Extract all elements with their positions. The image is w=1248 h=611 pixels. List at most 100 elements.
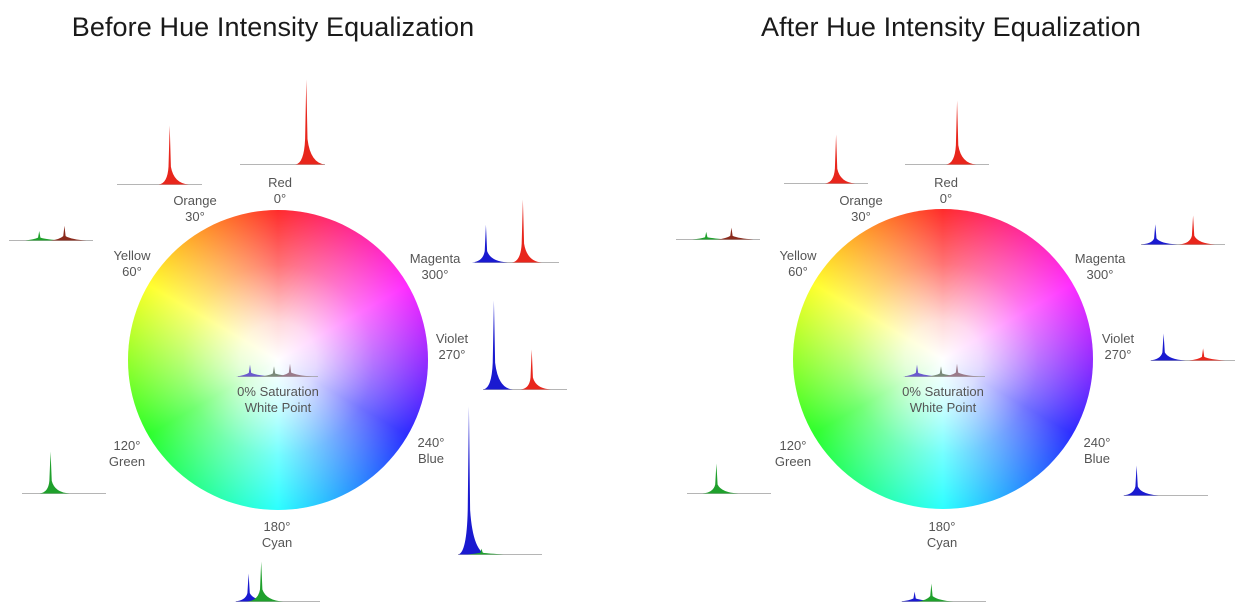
label-angle: 270°: [438, 347, 466, 362]
before-spectrum-yellow: [9, 225, 93, 241]
label-name: Blue: [1083, 451, 1111, 466]
spectrum-peak: [482, 300, 513, 390]
label-angle: 30°: [185, 209, 205, 224]
label-angle: 60°: [122, 264, 142, 279]
label-name: Red: [268, 175, 292, 190]
before-spectrum-cyan: [234, 561, 320, 602]
before-label-yellow: Yellow 60°: [113, 248, 150, 280]
spectrum-peak: [520, 349, 551, 390]
label-name: Magenta: [1074, 251, 1126, 266]
after-spectrum-violet: [1149, 333, 1235, 361]
after-title: After Hue Intensity Equalization: [761, 12, 1141, 42]
label-angle: 180°: [263, 519, 291, 534]
label-name: Green: [108, 454, 146, 469]
label-name: Violet: [1101, 331, 1135, 346]
before-panel: Before Hue Intensity Equalization Red 0°…: [71, 12, 475, 551]
before-label-blue: 240° Blue: [418, 435, 445, 467]
spectrum-peak: [1179, 215, 1216, 245]
after-label-yellow: Yellow 60°: [779, 248, 816, 280]
spectrum-peak: [943, 363, 979, 377]
spectrum-peak: [1141, 224, 1178, 245]
label-name: Violet: [435, 331, 469, 346]
after-spectrum-orange: [784, 134, 868, 184]
after-spectrum-cyan: [900, 583, 986, 602]
label-angle: 240°: [1083, 435, 1111, 450]
spectrum-peak: [247, 561, 284, 602]
after-spectrum-blue: [1122, 465, 1208, 496]
spectrum-peak: [39, 451, 70, 494]
before-label-magenta: Magenta 300°: [410, 251, 461, 283]
after-label-orange: Orange 30°: [839, 193, 882, 225]
before-spectrum-red: [240, 79, 326, 165]
spectrum-peak: [457, 406, 488, 555]
center-line1: 0% Saturation: [902, 384, 984, 399]
label-name: Orange: [839, 193, 883, 208]
before-center-label: 0% Saturation White Point: [237, 384, 319, 416]
after-spectrum-white: [903, 363, 985, 377]
label-name: Magenta: [409, 251, 461, 266]
label-name: Cyan: [926, 535, 958, 550]
before-spectrum-white: [236, 363, 318, 377]
label-angle: 240°: [417, 435, 445, 450]
label-angle: 270°: [1104, 347, 1132, 362]
spectrum-peak: [236, 364, 272, 377]
after-label-magenta: Magenta 300°: [1075, 251, 1126, 283]
label-name: Yellow: [113, 248, 151, 263]
spectrum-peak: [927, 366, 963, 377]
spectrum-peak: [276, 363, 312, 377]
before-label-cyan: 180° Cyan: [262, 519, 292, 551]
label-name: Cyan: [261, 535, 293, 550]
before-title: Before Hue Intensity Equalization: [71, 12, 475, 42]
label-angle: 180°: [928, 519, 956, 534]
before-spectrum-blue: [457, 406, 542, 555]
before-label-red: Red 0°: [268, 175, 292, 207]
before-label-green: 120° Green: [109, 438, 145, 470]
label-angle: 120°: [113, 438, 141, 453]
spectrum-peak: [25, 231, 62, 241]
before-spectrum-green: [22, 451, 106, 494]
after-label-violet: Violet 270°: [1102, 331, 1134, 363]
label-angle: 30°: [851, 209, 871, 224]
after-spectrum-yellow: [676, 227, 760, 240]
before-label-violet: Violet 270°: [436, 331, 468, 363]
spectrum-peak: [1149, 333, 1186, 361]
after-spectrum-red: [905, 100, 989, 165]
spectrum-peak: [260, 366, 296, 377]
spectrum-peak: [295, 79, 326, 165]
after-label-cyan: 180° Cyan: [927, 519, 957, 551]
spectrum-peak: [825, 134, 856, 184]
label-name: Red: [934, 175, 958, 190]
label-name: Yellow: [779, 248, 817, 263]
center-line2: White Point: [909, 400, 977, 415]
spectrum-peak: [903, 364, 939, 377]
spectrum-peak: [900, 591, 937, 602]
label-name: Blue: [417, 451, 445, 466]
before-color-wheel: [128, 210, 428, 510]
before-spectrum-magenta: [471, 199, 559, 263]
label-angle: 60°: [788, 264, 808, 279]
spectrum-peak: [717, 227, 754, 240]
spectrum-peak: [1189, 348, 1226, 361]
center-line1: 0% Saturation: [237, 384, 319, 399]
label-angle: 300°: [1086, 267, 1114, 282]
spectrum-peak: [471, 224, 508, 263]
before-label-orange: Orange 30°: [173, 193, 216, 225]
spectrum-peak: [692, 231, 729, 240]
spectrum-peak: [467, 548, 504, 555]
after-label-blue: 240° Blue: [1084, 435, 1111, 467]
spectrum-peak: [511, 199, 542, 263]
spectrum-peak: [50, 225, 87, 241]
after-panel: After Hue Intensity Equalization Red 0° …: [666, 0, 1248, 611]
center-line2: White Point: [244, 400, 312, 415]
after-spectrum-magenta: [1141, 215, 1225, 245]
label-name: Green: [774, 454, 812, 469]
label-angle: 300°: [421, 267, 449, 282]
spectrum-peak: [702, 463, 739, 494]
before-spectrum-orange: [117, 125, 202, 185]
spectrum-peak: [158, 125, 189, 185]
label-angle: 120°: [779, 438, 807, 453]
before-spectrum-violet: [482, 300, 567, 390]
spectrum-peak: [1122, 465, 1159, 496]
label-angle: 0°: [273, 191, 287, 206]
spectrum-peak: [917, 583, 954, 602]
